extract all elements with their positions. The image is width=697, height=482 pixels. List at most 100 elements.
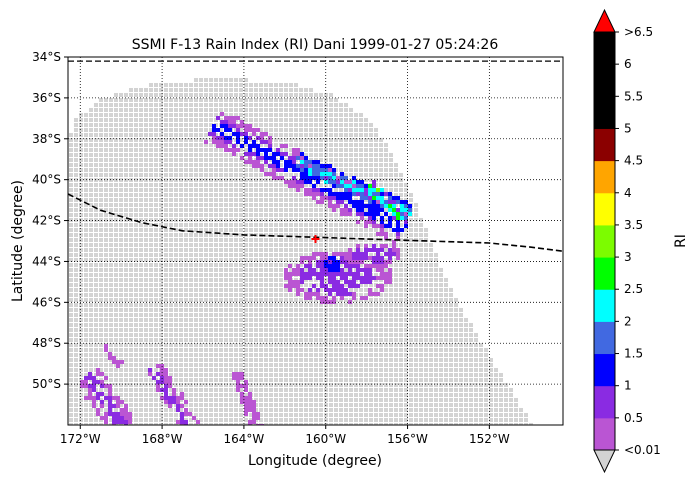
swath-cell xyxy=(119,388,123,392)
swath-cell xyxy=(189,88,193,92)
swath-cell xyxy=(259,338,263,342)
swath-cell xyxy=(274,138,278,142)
swath-cell xyxy=(184,133,188,137)
swath-cell xyxy=(79,138,83,142)
swath-cell xyxy=(69,293,73,297)
swath-cell xyxy=(199,308,203,312)
swath-cell xyxy=(224,273,228,277)
swath-cell xyxy=(479,408,483,412)
swath-cell xyxy=(219,233,223,237)
swath-cell xyxy=(369,123,373,127)
swath-cell xyxy=(144,393,148,397)
swath-cell xyxy=(174,198,178,202)
swath-cell xyxy=(254,178,258,182)
swath-cell xyxy=(439,348,443,352)
swath-cell xyxy=(89,353,93,357)
swath-cell xyxy=(109,183,113,187)
swath-cell xyxy=(299,143,303,147)
swath-cell xyxy=(194,198,198,202)
swath-cell xyxy=(344,408,348,412)
swath-cell xyxy=(179,333,183,337)
swath-cell xyxy=(214,378,218,382)
swath-cell xyxy=(439,393,443,397)
swath-cell xyxy=(124,383,128,387)
swath-cell xyxy=(294,98,298,102)
swath-cell xyxy=(399,188,403,192)
swath-cell xyxy=(349,323,353,327)
swath-cell xyxy=(204,298,208,302)
swath-cell xyxy=(324,348,328,352)
swath-cell xyxy=(324,363,328,367)
swath-cell xyxy=(174,158,178,162)
swath-cell xyxy=(134,223,138,227)
swath-cell xyxy=(269,338,273,342)
swath-cell xyxy=(74,183,78,187)
swath-cell xyxy=(159,253,163,257)
swath-cell xyxy=(114,103,118,107)
swath-cell xyxy=(334,308,338,312)
swath-cell xyxy=(484,383,488,387)
swath-cell xyxy=(199,298,203,302)
swath-cell xyxy=(119,93,123,97)
chart-title: SSMI F-13 Rain Index (RI) Dani 1999-01-2… xyxy=(132,37,499,53)
swath-cell xyxy=(369,158,373,162)
swath-cell xyxy=(154,198,158,202)
swath-cell xyxy=(279,183,283,187)
swath-cell xyxy=(189,323,193,327)
swath-cell xyxy=(289,253,293,257)
swath-cell xyxy=(424,418,428,422)
swath-cell xyxy=(139,348,143,352)
swath-cell xyxy=(269,343,273,347)
swath-cell xyxy=(374,168,378,172)
swath-cell xyxy=(134,138,138,142)
swath-cell xyxy=(149,403,153,407)
swath-cell xyxy=(464,393,468,397)
swath-cell xyxy=(189,373,193,377)
swath-cell xyxy=(79,268,83,272)
swath-cell xyxy=(264,198,268,202)
swath-cell xyxy=(314,383,318,387)
swath-cell xyxy=(459,343,463,347)
swath-cell xyxy=(89,223,93,227)
swath-cell xyxy=(169,138,173,142)
swath-cell xyxy=(119,318,123,322)
swath-cell xyxy=(149,353,153,357)
swath-cell xyxy=(84,263,88,267)
swath-cell xyxy=(224,88,228,92)
swath-cell xyxy=(274,133,278,137)
swath-cell xyxy=(354,123,358,127)
swath-cell xyxy=(359,318,363,322)
swath-cell xyxy=(129,113,133,117)
swath-cell xyxy=(134,338,138,342)
swath-cell xyxy=(349,333,353,337)
swath-cell xyxy=(329,138,333,142)
swath-cell xyxy=(109,298,113,302)
swath-cell xyxy=(149,118,153,122)
swath-cell xyxy=(399,363,403,367)
swath-cell xyxy=(229,243,233,247)
swath-cell xyxy=(154,118,158,122)
swath-cell xyxy=(134,153,138,157)
swath-cell xyxy=(304,253,308,257)
swath-cell xyxy=(174,88,178,92)
swath-cell xyxy=(174,343,178,347)
swath-cell xyxy=(149,413,153,417)
swath-cell xyxy=(304,393,308,397)
swath-cell xyxy=(314,203,318,207)
swath-cell xyxy=(174,238,178,242)
swath-cell xyxy=(224,83,228,87)
swath-cell xyxy=(159,148,163,152)
swath-cell xyxy=(114,108,118,112)
swath-cell xyxy=(154,208,158,212)
swath-cell xyxy=(74,343,78,347)
swath-cell xyxy=(224,213,228,217)
swath-cell xyxy=(229,168,233,172)
swath-cell xyxy=(289,143,293,147)
swath-cell xyxy=(264,338,268,342)
swath-cell xyxy=(139,333,143,337)
swath-cell xyxy=(214,93,218,97)
swath-cell xyxy=(94,113,98,117)
swath-cell xyxy=(189,228,193,232)
swath-cell xyxy=(154,278,158,282)
swath-cell xyxy=(114,333,118,337)
